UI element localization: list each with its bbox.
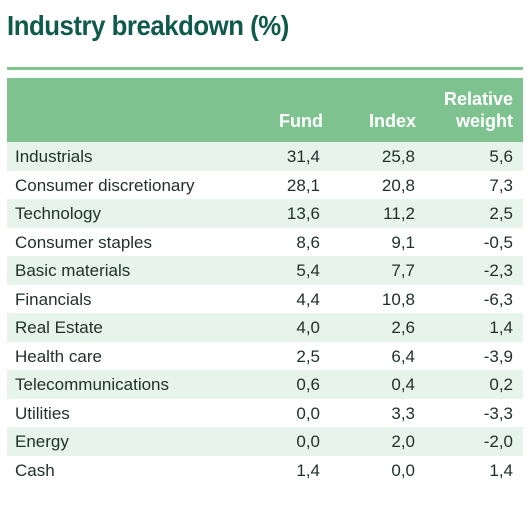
table-row: Utilities 0,0 3,3 -3,3 <box>7 399 523 428</box>
row-name: Cash <box>15 460 55 480</box>
row-relative-weight: -2,0 <box>483 432 513 451</box>
header-relative-line1: Relative <box>443 89 513 109</box>
row-relative-weight: 0,2 <box>489 375 513 394</box>
table-header: Fund Index Relative weight <box>7 78 523 142</box>
table-row: Consumer staples 8,6 9,1 -0,5 <box>7 228 523 257</box>
table-row: Basic materials 5,4 7,7 -2,3 <box>7 256 523 285</box>
row-relative-weight: -0,5 <box>483 232 513 252</box>
table-row: Telecommunications 0,6 0,4 0,2 <box>7 370 523 399</box>
row-name: Industrials <box>15 147 93 166</box>
row-name: Utilities <box>15 403 70 423</box>
row-index: 11,2 <box>383 204 415 223</box>
row-fund: 2,5 <box>296 346 320 366</box>
row-fund: 1,4 <box>296 460 320 480</box>
row-name: Telecommunications <box>15 375 170 394</box>
row-relative-weight: -3,3 <box>483 403 513 423</box>
row-fund: 0,0 <box>296 432 320 451</box>
row-index: 3,3 <box>391 403 415 423</box>
header-fund: Fund <box>279 111 323 131</box>
row-name: Basic materials <box>15 261 131 280</box>
row-index: 6,4 <box>391 346 415 366</box>
row-index: 0,4 <box>391 375 415 394</box>
row-name: Technology <box>15 204 102 223</box>
table-row: Energy 0,0 2,0 -2,0 <box>7 427 523 456</box>
table-row: Industrials 31,4 25,8 5,6 <box>7 142 523 171</box>
row-index: 0,0 <box>391 460 415 480</box>
row-name: Health care <box>15 346 102 366</box>
row-name: Financials <box>15 289 92 309</box>
row-relative-weight: 1,4 <box>489 318 513 337</box>
row-relative-weight: 5,6 <box>489 147 513 166</box>
row-index: 9,1 <box>391 232 415 252</box>
row-fund: 4,0 <box>296 318 320 337</box>
row-name: Consumer staples <box>15 232 153 252</box>
industry-table: Fund Index Relative weight Industrials 31… <box>7 78 523 484</box>
row-index: 25,8 <box>381 147 415 166</box>
row-fund: 0,6 <box>296 375 320 394</box>
row-index: 20,8 <box>381 175 415 195</box>
header-index: Index <box>368 111 416 131</box>
page-title: Industry breakdown (%) <box>7 10 289 41</box>
row-index: 2,0 <box>391 432 415 451</box>
table-row: Financials 4,4 10,8 -6,3 <box>7 285 523 314</box>
row-relative-weight: -2,3 <box>483 261 513 280</box>
table-row: Cash 1,4 0,0 1,4 <box>7 456 523 485</box>
title-divider <box>7 67 523 70</box>
row-relative-weight: 7,3 <box>489 175 513 195</box>
row-fund: 5,4 <box>296 261 320 280</box>
table-row: Technology 13,6 11,2 2,5 <box>7 199 523 228</box>
header-relative-weight: Relative weight <box>423 88 513 132</box>
row-relative-weight: -3,9 <box>483 346 513 366</box>
row-relative-weight: 1,4 <box>489 460 513 480</box>
row-index: 7,7 <box>391 261 415 280</box>
row-relative-weight: 2,5 <box>489 204 513 223</box>
row-index: 2,6 <box>391 318 415 337</box>
row-relative-weight: -6,3 <box>483 289 513 309</box>
row-name: Consumer discretionary <box>15 175 195 195</box>
table-body: Industrials 31,4 25,8 5,6 Consumer discretio… <box>7 142 523 484</box>
table-row: Health care 2,5 6,4 -3,9 <box>7 342 523 371</box>
row-name: Real Estate <box>15 318 103 337</box>
row-fund: 13,6 <box>286 204 320 223</box>
table-row: Real Estate 4,0 2,6 1,4 <box>7 313 523 342</box>
row-index: 10,8 <box>381 289 415 309</box>
table-row: Consumer discretionary 28,1 20,8 7,3 <box>7 171 523 200</box>
row-fund: 8,6 <box>296 232 320 252</box>
row-fund: 0,0 <box>296 403 320 423</box>
row-fund: 4,4 <box>296 289 320 309</box>
header-relative-line2: weight <box>456 111 513 131</box>
row-fund: 28,1 <box>286 175 320 195</box>
row-fund: 31,4 <box>286 147 320 166</box>
row-name: Energy <box>15 432 69 451</box>
